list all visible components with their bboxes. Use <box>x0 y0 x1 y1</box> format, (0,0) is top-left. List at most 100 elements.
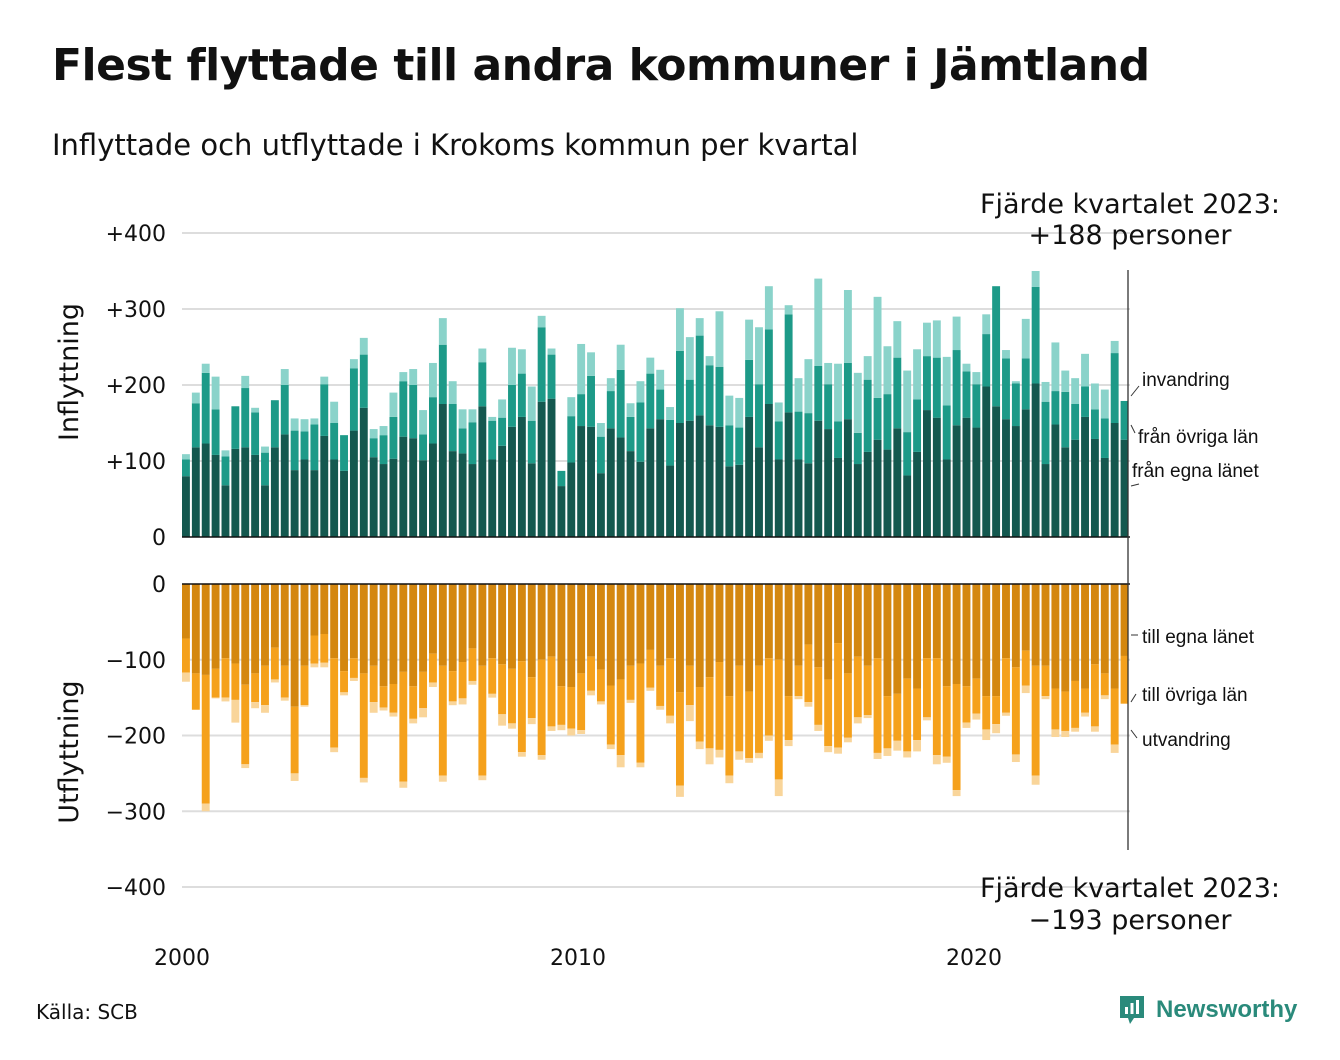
bar-in-own-county <box>577 426 586 537</box>
bar-in-other-counties <box>676 350 684 423</box>
bar-out-own-county <box>824 584 833 680</box>
bar-out-own-county <box>537 584 546 660</box>
bar-out-other-counties <box>863 665 872 716</box>
bar-in-immigration <box>577 343 586 395</box>
bar-in-other-counties <box>517 373 526 417</box>
bar-out-own-county <box>1021 584 1030 651</box>
bar-out-emigration <box>1011 754 1020 763</box>
bar-out-own-county <box>853 584 862 657</box>
bar-in-other-counties <box>231 406 240 449</box>
bar-out-other-counties <box>488 658 497 694</box>
bar-out-own-county <box>557 584 566 687</box>
bar-in-immigration <box>1061 370 1070 392</box>
bar-out-other-counties <box>893 693 902 741</box>
bar-out-own-county <box>399 584 408 672</box>
bar-in-immigration <box>626 403 635 417</box>
bar-out-other-counties <box>745 691 754 759</box>
bar-out-own-county <box>636 584 645 664</box>
bar-out-own-county <box>695 584 704 688</box>
bar-out-emigration <box>626 699 635 703</box>
bar-in-immigration <box>695 318 704 336</box>
bar-out-other-counties <box>587 656 595 691</box>
annotation-outflow-value: −193 personer <box>1028 905 1232 936</box>
bar-in-immigration <box>241 375 250 389</box>
bar-in-other-counties <box>616 369 625 438</box>
brand-logo: Newsworthy <box>1118 994 1297 1026</box>
bar-in-immigration <box>853 372 862 433</box>
bar-in-own-county <box>1021 409 1030 537</box>
bar-in-own-county <box>764 404 773 537</box>
bar-out-own-county <box>270 584 279 648</box>
bar-out-other-counties <box>251 673 260 703</box>
bar-out-other-counties <box>537 659 546 756</box>
bar-in-immigration <box>517 349 526 374</box>
bar-out-own-county <box>458 584 467 663</box>
bar-in-immigration <box>399 372 408 382</box>
bar-in-own-county <box>340 470 348 537</box>
bar-out-own-county <box>764 584 773 659</box>
bar-in-other-counties <box>606 391 615 429</box>
bar-out-emigration <box>1021 685 1030 694</box>
bar-out-other-counties <box>300 665 309 706</box>
bar-in-own-county <box>369 457 378 537</box>
bar-in-immigration <box>330 401 339 423</box>
bar-out-other-counties <box>478 665 487 776</box>
bar-out-other-counties <box>498 664 507 715</box>
bar-out-other-counties <box>705 677 714 749</box>
bar-in-other-counties <box>1051 391 1060 425</box>
newsworthy-logo-icon <box>1120 996 1144 1024</box>
bar-in-own-county <box>834 457 842 537</box>
bar-out-other-counties <box>666 658 675 716</box>
bar-in-immigration <box>705 356 714 366</box>
bar-in-immigration <box>369 429 378 439</box>
bar-in-own-county <box>557 486 566 537</box>
bar-out-other-counties <box>310 635 319 664</box>
bar-in-other-counties <box>468 422 477 465</box>
bar-in-own-county <box>705 425 714 537</box>
bar-out-own-county <box>300 584 309 666</box>
bar-in-other-counties <box>1041 401 1050 465</box>
bar-out-other-counties <box>1051 688 1060 730</box>
bar-in-own-county <box>270 447 279 537</box>
bar-in-other-counties <box>1031 286 1040 384</box>
bar-out-emigration <box>873 752 882 759</box>
bar-in-other-counties <box>1110 353 1119 423</box>
bar-in-own-county <box>567 462 576 537</box>
bar-in-own-county <box>982 386 991 537</box>
bar-out-emigration <box>824 746 833 753</box>
bar-in-other-counties <box>863 379 872 452</box>
bar-out-emigration <box>764 735 773 741</box>
bar-out-other-counties <box>952 683 961 791</box>
bar-in-own-county <box>517 416 526 537</box>
bar-in-own-county <box>488 459 497 537</box>
bar-out-other-counties <box>429 653 437 683</box>
bar-out-emigration <box>784 740 793 747</box>
bar-out-own-county <box>834 584 842 644</box>
bar-out-own-county <box>587 584 595 657</box>
bar-out-other-counties <box>843 673 852 738</box>
bar-in-immigration <box>537 315 546 328</box>
bar-out-other-counties <box>883 696 892 749</box>
bar-out-other-counties <box>695 687 704 742</box>
bar-out-own-county <box>310 584 319 636</box>
bar-out-other-counties <box>320 634 329 663</box>
bar-in-other-counties <box>498 417 507 446</box>
bar-out-emigration <box>221 697 230 702</box>
label-leader <box>1130 729 1138 739</box>
bar-in-immigration <box>261 446 269 453</box>
bar-out-other-counties <box>972 678 981 714</box>
bar-in-immigration <box>389 392 398 417</box>
bar-in-immigration <box>834 363 842 422</box>
bar-out-emigration <box>330 747 339 753</box>
bar-out-other-counties <box>201 674 210 804</box>
bar-out-emigration <box>794 696 803 700</box>
bar-in-immigration <box>636 381 645 403</box>
bar-out-emigration <box>369 702 378 713</box>
bar-in-other-counties <box>1081 386 1089 417</box>
bar-out-other-counties <box>764 658 773 736</box>
bar-out-other-counties <box>784 696 793 741</box>
bar-out-own-county <box>517 584 526 662</box>
bar-in-other-counties <box>221 456 230 486</box>
bar-out-other-counties <box>221 658 230 698</box>
bar-out-other-counties <box>1090 664 1099 727</box>
